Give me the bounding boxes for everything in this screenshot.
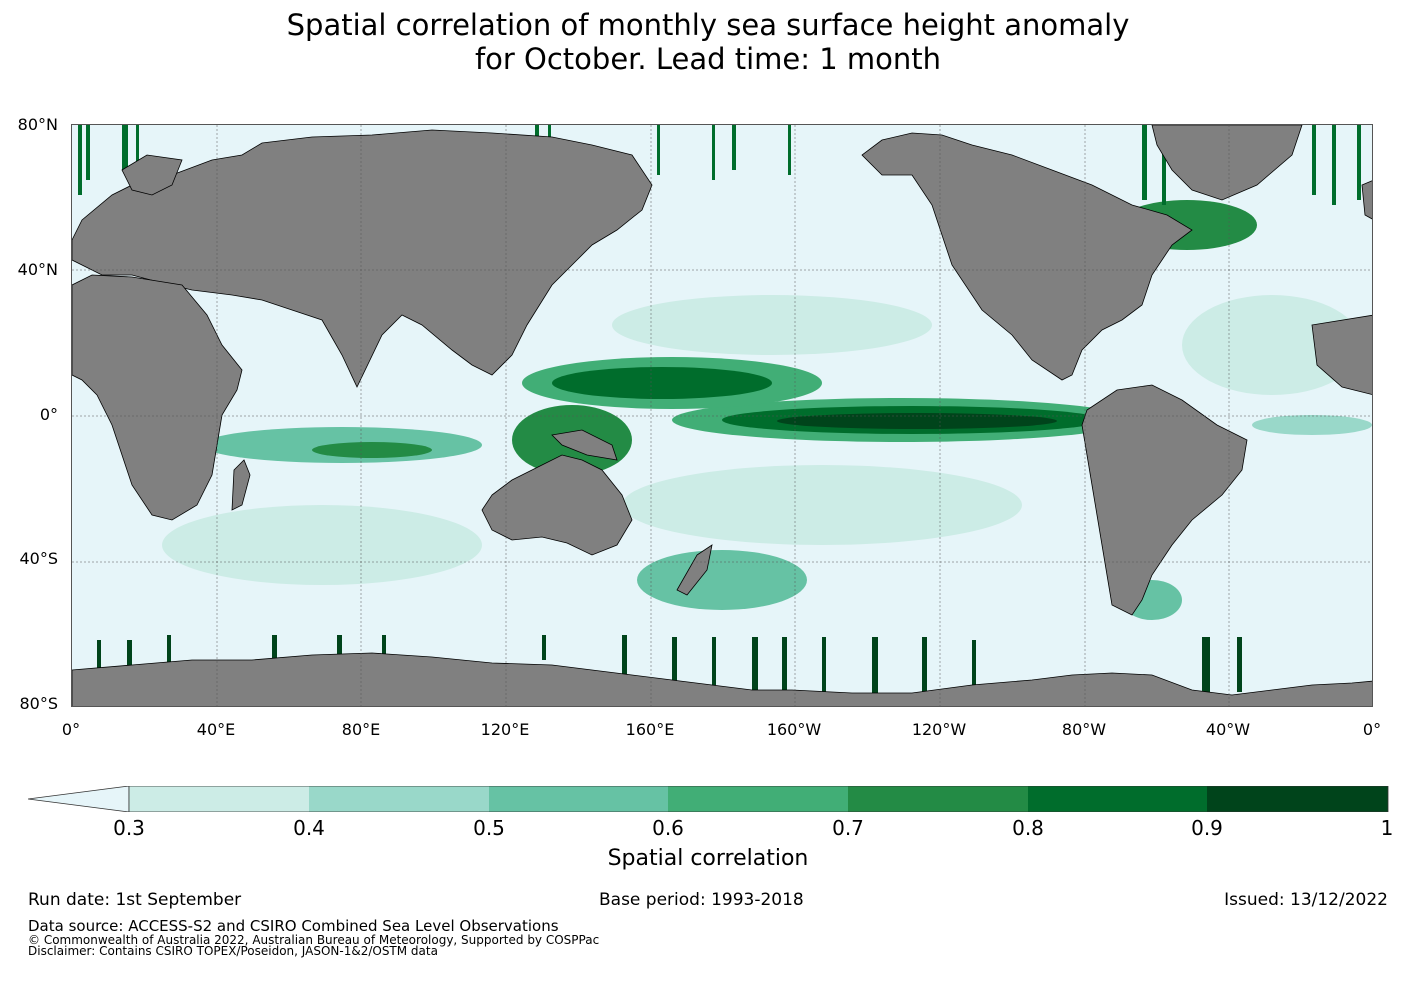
lon-label-160w: 160°W xyxy=(766,720,822,739)
south-america xyxy=(1081,384,1248,616)
antarctic-streaks xyxy=(97,635,1242,699)
title-line-1: Spatial correlation of monthly sea surfa… xyxy=(286,8,1130,42)
map-panel[interactable] xyxy=(71,124,1373,707)
arctic-streaks xyxy=(78,125,1361,205)
colorbar-tick-0.7: 0.7 xyxy=(832,816,864,840)
africa xyxy=(72,274,243,521)
colorbar-tick-0.4: 0.4 xyxy=(293,816,325,840)
atlantic-equatorial-patch xyxy=(1252,415,1372,435)
disclaimer: Disclaimer: Contains CSIRO TOPEX/Poseido… xyxy=(28,944,438,958)
lon-label-80w: 80°W xyxy=(1061,720,1107,739)
lat-label-equator: 0° xyxy=(39,405,58,424)
lon-label-80e: 80°E xyxy=(341,720,381,739)
new-zealand xyxy=(676,544,713,596)
colorbar-tick-0.6: 0.6 xyxy=(652,816,684,840)
lon-label-120w: 120°W xyxy=(911,720,967,739)
lat-label-80n: 80°N xyxy=(17,115,58,134)
antarctica xyxy=(72,652,1372,706)
scandinavia xyxy=(121,154,183,196)
north-equatorial-core xyxy=(552,367,772,399)
title-line-2: for October. Lead time: 1 month xyxy=(474,42,942,76)
west-africa-edge xyxy=(1311,314,1372,395)
lat-label-40s: 40°S xyxy=(19,549,58,568)
map-svg xyxy=(72,125,1372,706)
colorbar-segment xyxy=(1028,786,1207,812)
north-atlantic-speckle xyxy=(1182,295,1362,395)
north-pacific-speckle xyxy=(612,295,932,355)
colorbar-tick-0.9: 0.9 xyxy=(1191,816,1223,840)
lat-label-40n: 40°N xyxy=(17,260,58,279)
british-isles xyxy=(1361,180,1372,220)
colorbar-tick-0.8: 0.8 xyxy=(1012,816,1044,840)
run-date: Run date: 1st September xyxy=(28,890,242,910)
north-america xyxy=(861,132,1193,381)
lon-label-160e: 160°E xyxy=(625,720,675,739)
issued-date: Issued: 13/12/2022 xyxy=(1224,890,1388,910)
colorbar-segment xyxy=(309,786,489,812)
south-indian-speckle xyxy=(162,505,482,585)
indian-ocean-core xyxy=(312,442,432,458)
new-guinea xyxy=(551,429,618,461)
colorbar-extend-arrow xyxy=(28,786,130,812)
lon-label-40w: 40°W xyxy=(1205,720,1251,739)
graticule xyxy=(72,125,1372,706)
data-source: Data source: ACCESS-S2 and CSIRO Combine… xyxy=(28,917,559,935)
lon-label-0-left: 0° xyxy=(61,720,81,739)
chart-title: Spatial correlation of monthly sea surfa… xyxy=(0,8,1416,76)
lon-label-0-right: 0° xyxy=(1362,720,1382,739)
colorbar xyxy=(28,786,1389,812)
colorbar-frame xyxy=(128,786,1389,812)
south-pacific-speckle xyxy=(622,465,1022,545)
colorbar-segment xyxy=(848,786,1028,812)
correlation-field xyxy=(162,200,1372,620)
madagascar xyxy=(231,459,251,511)
copyright: © Commonwealth of Australia 2022, Austra… xyxy=(28,933,600,947)
colorbar-segment xyxy=(129,786,309,812)
colorbar-segment xyxy=(668,786,848,812)
colorbar-tick-0.5: 0.5 xyxy=(473,816,505,840)
colorbar-tick-0.3: 0.3 xyxy=(113,816,145,840)
lon-label-120e: 120°E xyxy=(480,720,530,739)
colorbar-tick-1: 1 xyxy=(1380,816,1394,840)
base-period: Base period: 1993-2018 xyxy=(599,890,804,910)
australia xyxy=(481,454,633,556)
colorbar-segment xyxy=(489,786,668,812)
colorbar-segment xyxy=(1207,786,1388,812)
tasman-patch xyxy=(637,550,807,610)
greenland xyxy=(1151,125,1303,201)
lat-label-80s: 80°S xyxy=(19,694,58,713)
colorbar-label: Spatial correlation xyxy=(607,846,809,871)
lon-label-40e: 40°E xyxy=(196,720,236,739)
equatorial-band-core xyxy=(777,413,1057,429)
